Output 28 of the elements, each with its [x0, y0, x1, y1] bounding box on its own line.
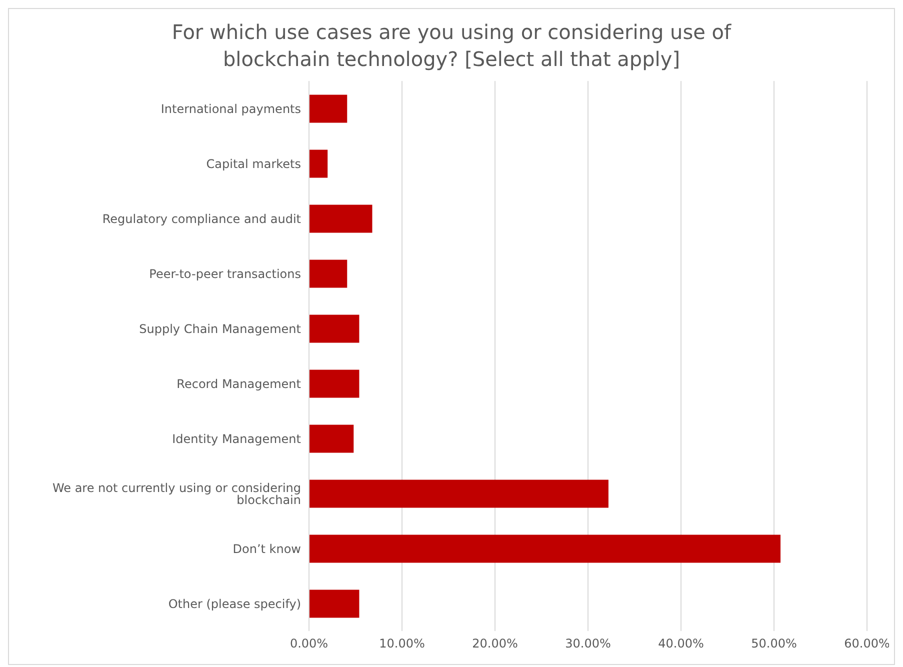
y-tick-label: We are not currently using or considering blockchain [52, 480, 301, 507]
x-tick-label: 40.00% [658, 636, 704, 651]
y-tick-label: Don’t know [232, 542, 302, 556]
bar [309, 424, 354, 453]
bar [309, 534, 781, 563]
y-tick-label: Other (please specify) [168, 596, 301, 611]
bar [309, 260, 348, 288]
y-tick-label: International payments [160, 102, 301, 116]
bar [309, 370, 360, 398]
x-tick-label: 0.00% [290, 636, 328, 651]
y-tick-label: Supply Chain Management [139, 322, 302, 336]
y-tick-label: Peer-to-peer transactions [149, 266, 301, 281]
y-tick-label: Capital markets [206, 156, 301, 171]
bar [309, 590, 360, 618]
y-tick-label: Record Management [176, 376, 302, 391]
x-tick-label: 60.00% [844, 636, 890, 651]
x-tick-label: 20.00% [472, 636, 518, 651]
x-tick-label: 50.00% [751, 636, 797, 651]
bar [309, 94, 348, 123]
y-tick-label: Identity Management [172, 432, 302, 446]
bar [309, 314, 360, 343]
y-tick-label: Regulatory compliance and audit [102, 212, 302, 226]
bar [309, 480, 608, 508]
x-tick-label: 10.00% [379, 636, 425, 651]
bar [309, 150, 328, 178]
x-tick-label: 30.00% [565, 636, 611, 651]
bar [309, 204, 372, 233]
chart-title: For which use cases are you using or considering use of blockchain technology? [Select all that apply] [170, 19, 732, 73]
